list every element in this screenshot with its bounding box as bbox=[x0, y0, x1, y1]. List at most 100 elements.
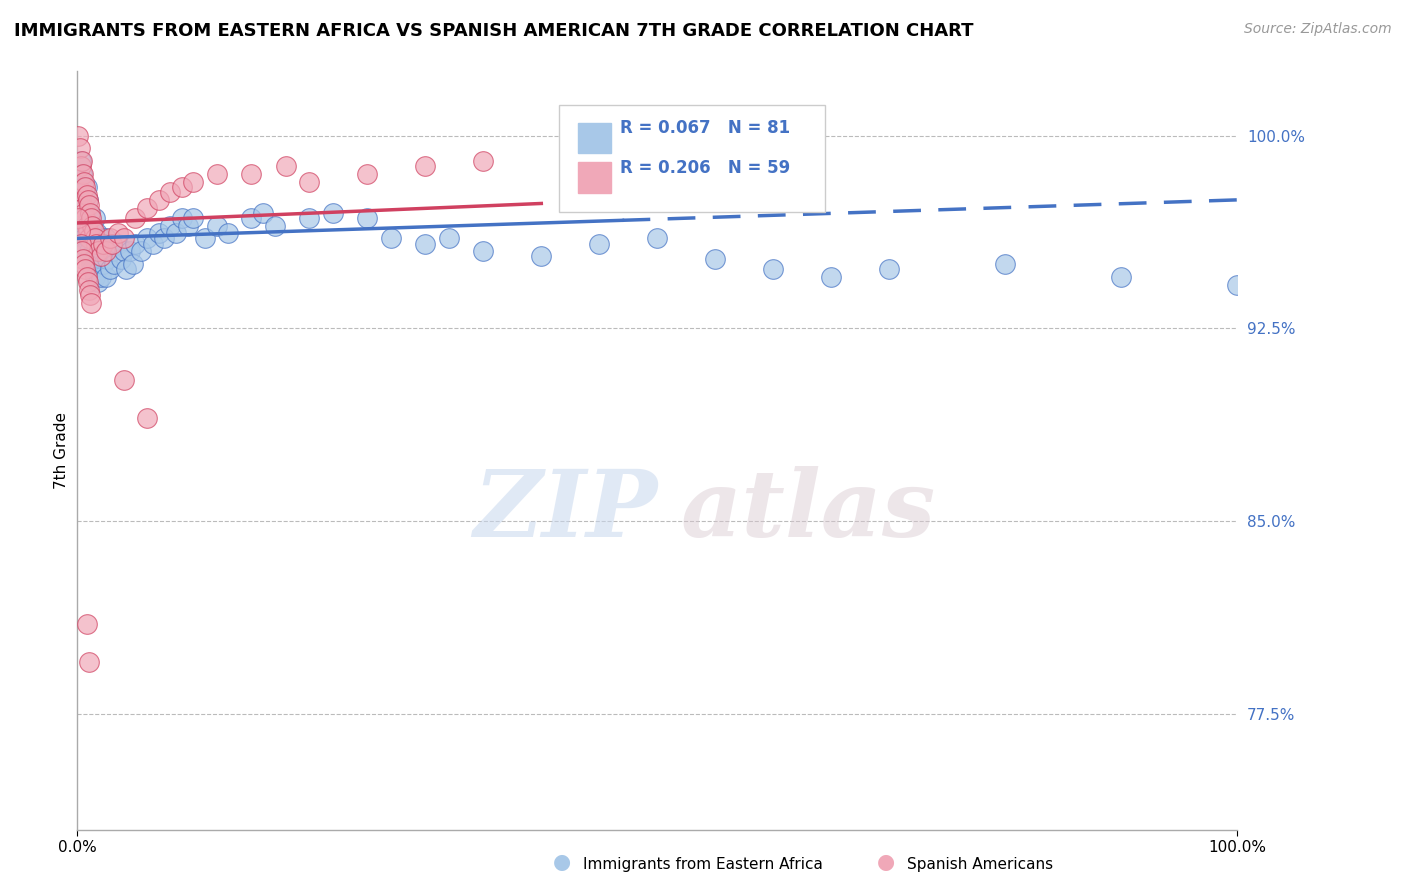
Point bbox=[82, 219, 104, 233]
Point bbox=[170, 180, 193, 194]
Point bbox=[82, 227, 104, 241]
Bar bbox=[578, 123, 612, 153]
Point bbox=[98, 262, 121, 277]
Point bbox=[69, 236, 91, 251]
Point bbox=[762, 262, 785, 277]
Point bbox=[472, 244, 495, 259]
Point bbox=[107, 236, 129, 251]
Point bbox=[70, 154, 93, 169]
Point bbox=[80, 257, 103, 271]
Point bbox=[87, 244, 110, 259]
Point bbox=[994, 257, 1017, 271]
Point bbox=[67, 211, 90, 225]
Point bbox=[76, 270, 98, 285]
Point bbox=[75, 262, 97, 277]
Point bbox=[72, 180, 94, 194]
Point bbox=[77, 198, 100, 212]
Point bbox=[76, 219, 98, 233]
Point bbox=[77, 656, 100, 670]
Point bbox=[588, 236, 610, 251]
Point bbox=[217, 227, 239, 241]
Point bbox=[84, 236, 107, 251]
Point bbox=[70, 244, 93, 259]
Point bbox=[129, 244, 152, 259]
Point bbox=[90, 270, 111, 285]
Point bbox=[91, 236, 114, 251]
Point bbox=[72, 219, 94, 233]
Point bbox=[153, 231, 176, 245]
Point bbox=[80, 295, 103, 310]
Point bbox=[76, 193, 98, 207]
FancyBboxPatch shape bbox=[558, 105, 825, 211]
Point bbox=[413, 160, 436, 174]
Point bbox=[118, 244, 141, 259]
Point bbox=[86, 227, 108, 241]
Point bbox=[98, 231, 121, 245]
Point bbox=[112, 373, 135, 387]
Point bbox=[321, 205, 344, 219]
Point bbox=[877, 262, 901, 277]
Text: ●: ● bbox=[554, 853, 571, 872]
Point bbox=[69, 141, 91, 155]
Point bbox=[356, 167, 378, 181]
Point bbox=[101, 244, 124, 259]
Point bbox=[159, 219, 181, 233]
Point bbox=[79, 205, 101, 219]
Point bbox=[170, 211, 193, 225]
Text: R = 0.206   N = 59: R = 0.206 N = 59 bbox=[620, 159, 790, 177]
Point bbox=[75, 180, 97, 194]
Text: IMMIGRANTS FROM EASTERN AFRICA VS SPANISH AMERICAN 7TH GRADE CORRELATION CHART: IMMIGRANTS FROM EASTERN AFRICA VS SPANIS… bbox=[14, 22, 973, 40]
Point bbox=[263, 219, 285, 233]
Point bbox=[83, 211, 105, 225]
Point bbox=[89, 249, 111, 263]
Point bbox=[73, 175, 96, 189]
Point bbox=[165, 227, 187, 241]
Point bbox=[274, 160, 298, 174]
Point bbox=[205, 167, 228, 181]
Point bbox=[240, 167, 263, 181]
Point bbox=[76, 275, 98, 289]
Point bbox=[112, 231, 135, 245]
Point bbox=[135, 411, 157, 425]
Point bbox=[83, 231, 105, 245]
Point bbox=[83, 270, 105, 285]
Point bbox=[413, 236, 436, 251]
Point bbox=[91, 257, 114, 271]
Point bbox=[112, 244, 135, 259]
Text: atlas: atlas bbox=[681, 467, 936, 556]
Point bbox=[72, 201, 94, 215]
Point bbox=[79, 249, 101, 263]
Point bbox=[530, 249, 553, 263]
Bar bbox=[578, 162, 612, 193]
Y-axis label: 7th Grade: 7th Grade bbox=[53, 412, 69, 489]
Text: Immigrants from Eastern Africa: Immigrants from Eastern Africa bbox=[583, 857, 824, 872]
Text: Spanish Americans: Spanish Americans bbox=[907, 857, 1053, 872]
Text: ZIP: ZIP bbox=[472, 467, 658, 556]
Point bbox=[76, 616, 98, 631]
Point bbox=[69, 193, 91, 207]
Point bbox=[77, 205, 100, 219]
Point bbox=[93, 236, 115, 251]
Point bbox=[75, 211, 97, 225]
Point bbox=[205, 219, 228, 233]
Point bbox=[77, 283, 100, 297]
Point bbox=[96, 231, 118, 245]
Point bbox=[87, 275, 110, 289]
Point bbox=[252, 205, 274, 219]
Point bbox=[76, 231, 98, 245]
Point bbox=[90, 231, 111, 245]
Point bbox=[437, 231, 460, 245]
Point bbox=[820, 270, 842, 285]
Point bbox=[472, 154, 495, 169]
Point bbox=[115, 262, 138, 277]
Point bbox=[103, 257, 125, 271]
Point bbox=[1111, 270, 1133, 285]
Point bbox=[90, 244, 112, 259]
Point bbox=[647, 231, 669, 245]
Point bbox=[87, 236, 110, 251]
Text: Source: ZipAtlas.com: Source: ZipAtlas.com bbox=[1244, 22, 1392, 37]
Point bbox=[76, 180, 98, 194]
Point bbox=[75, 244, 97, 259]
Point bbox=[82, 262, 104, 277]
Point bbox=[96, 244, 118, 259]
